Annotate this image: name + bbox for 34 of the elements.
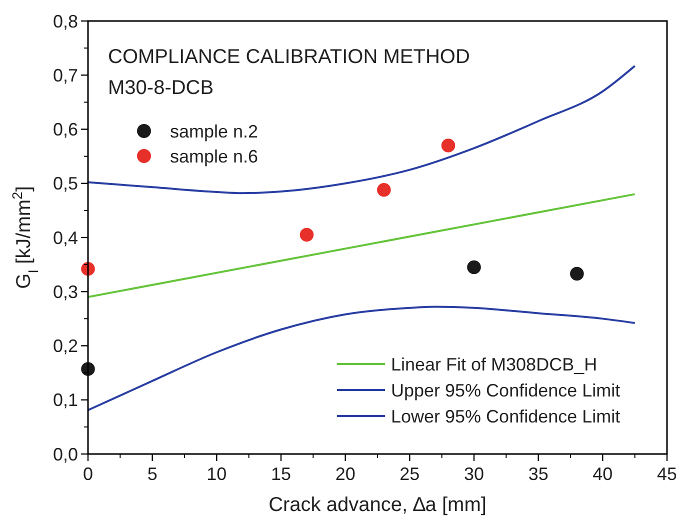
y-tick-label: 0,7 xyxy=(52,65,78,86)
y-tick-label: 0,0 xyxy=(52,444,78,464)
x-tick-label: 10 xyxy=(206,464,227,484)
x-tick-label: 35 xyxy=(528,464,548,484)
y-tick-label: 0,5 xyxy=(52,174,78,194)
x-tick-label: 45 xyxy=(656,464,676,484)
point xyxy=(300,228,314,242)
legend-label: Linear Fit of M308DCB_H xyxy=(391,354,598,374)
point xyxy=(377,182,391,197)
x-tick-label: 5 xyxy=(147,464,158,484)
point xyxy=(467,260,481,274)
x-tick-label: 15 xyxy=(270,464,292,484)
point xyxy=(570,266,584,281)
text: M30-8-DCB xyxy=(108,77,214,99)
y-tick-label: 0,6 xyxy=(52,120,78,140)
legend-label: sample n.6 xyxy=(170,146,258,166)
y-tick-label: 0,8 xyxy=(52,11,78,32)
line-series xyxy=(88,64,636,194)
y-tick-label: 0,3 xyxy=(52,282,78,302)
legend-label: Upper 95% Confidence Limit xyxy=(391,380,620,400)
line-series xyxy=(88,306,636,412)
x-tick-label: 25 xyxy=(400,464,420,484)
x-tick-label: 40 xyxy=(592,464,613,484)
y-tick-label: 0,1 xyxy=(52,390,78,410)
y-tick-label: 0,4 xyxy=(52,228,78,248)
x-tick-label: 0 xyxy=(82,464,94,484)
x-tick-label: 20 xyxy=(335,464,356,484)
legend-label: sample n.2 xyxy=(170,121,258,142)
x-axis-title: Crack advance, ∆a [mm] xyxy=(268,494,486,516)
legend-label: Lower 95% Confidence Limit xyxy=(391,406,620,426)
text: COMPLIANCE CALIBRATION METHOD xyxy=(108,46,470,68)
x-tick-label: 30 xyxy=(464,464,484,484)
y-tick-label: 0,2 xyxy=(52,336,78,356)
point xyxy=(441,138,456,152)
